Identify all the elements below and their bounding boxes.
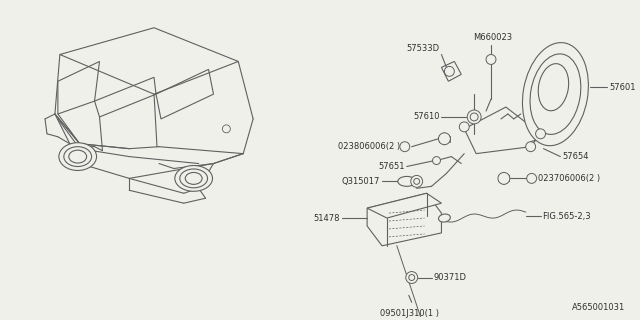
Circle shape — [413, 179, 420, 184]
Polygon shape — [367, 193, 442, 218]
Text: 57601: 57601 — [609, 83, 636, 92]
Text: N: N — [529, 176, 534, 181]
Polygon shape — [367, 193, 442, 246]
Circle shape — [460, 122, 469, 132]
Text: 09501J310(1 ): 09501J310(1 ) — [380, 309, 439, 318]
Ellipse shape — [59, 143, 97, 171]
Circle shape — [525, 142, 536, 152]
Text: A565001031: A565001031 — [572, 303, 625, 312]
Text: M660023: M660023 — [474, 33, 513, 42]
Ellipse shape — [522, 43, 588, 146]
Text: 57654: 57654 — [563, 152, 589, 161]
Circle shape — [438, 133, 451, 145]
Text: 57651: 57651 — [378, 162, 404, 171]
Circle shape — [498, 172, 510, 184]
Text: 57610: 57610 — [413, 112, 440, 122]
Polygon shape — [442, 61, 461, 81]
Text: N: N — [403, 144, 407, 149]
Circle shape — [536, 129, 545, 139]
Circle shape — [527, 173, 536, 183]
Circle shape — [411, 175, 422, 187]
Text: 51478: 51478 — [314, 213, 340, 222]
Ellipse shape — [530, 54, 581, 134]
Ellipse shape — [185, 172, 202, 184]
Text: FIG.565-2,3: FIG.565-2,3 — [543, 212, 591, 220]
Circle shape — [486, 54, 496, 64]
Text: 57533D: 57533D — [406, 44, 440, 52]
Polygon shape — [464, 107, 541, 154]
Ellipse shape — [438, 214, 451, 222]
Ellipse shape — [175, 165, 212, 191]
Ellipse shape — [538, 64, 569, 111]
Circle shape — [400, 142, 410, 152]
Circle shape — [409, 275, 415, 281]
Text: Q315017: Q315017 — [342, 177, 380, 186]
Circle shape — [433, 156, 440, 164]
Ellipse shape — [180, 169, 207, 188]
Text: 023706006(2 ): 023706006(2 ) — [538, 174, 600, 183]
Text: 90371D: 90371D — [433, 273, 467, 282]
Text: 023806006(2 ): 023806006(2 ) — [338, 142, 400, 151]
Ellipse shape — [398, 176, 416, 186]
Circle shape — [444, 67, 454, 76]
Circle shape — [223, 125, 230, 133]
Ellipse shape — [68, 150, 86, 163]
Circle shape — [467, 110, 481, 124]
Ellipse shape — [64, 147, 92, 166]
Circle shape — [406, 272, 418, 284]
Circle shape — [470, 113, 478, 121]
